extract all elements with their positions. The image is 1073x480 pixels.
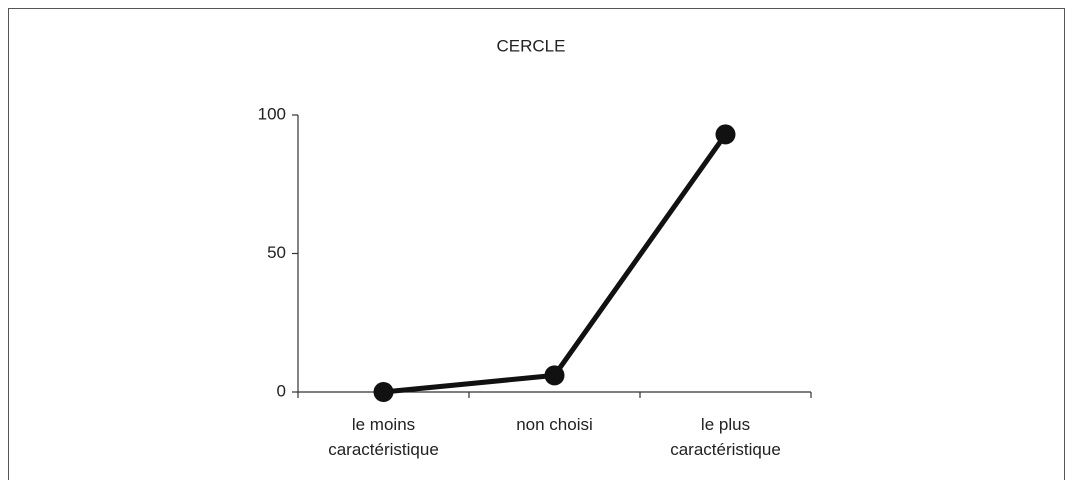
x-tick-label: le moins caractéristique xyxy=(328,415,439,459)
line xyxy=(383,132,728,395)
x-tick-label: le plus caractéristique xyxy=(670,415,781,459)
y-tick-label: 50 xyxy=(267,243,286,262)
y-tick-label: 100 xyxy=(258,104,286,123)
chart-title: CERCLE xyxy=(497,36,566,55)
x-tick-label: non choisi xyxy=(516,415,593,434)
frame xyxy=(8,8,1065,480)
point xyxy=(373,382,394,402)
point xyxy=(544,365,565,386)
point xyxy=(715,124,736,145)
y-tick-label: 0 xyxy=(277,381,286,400)
